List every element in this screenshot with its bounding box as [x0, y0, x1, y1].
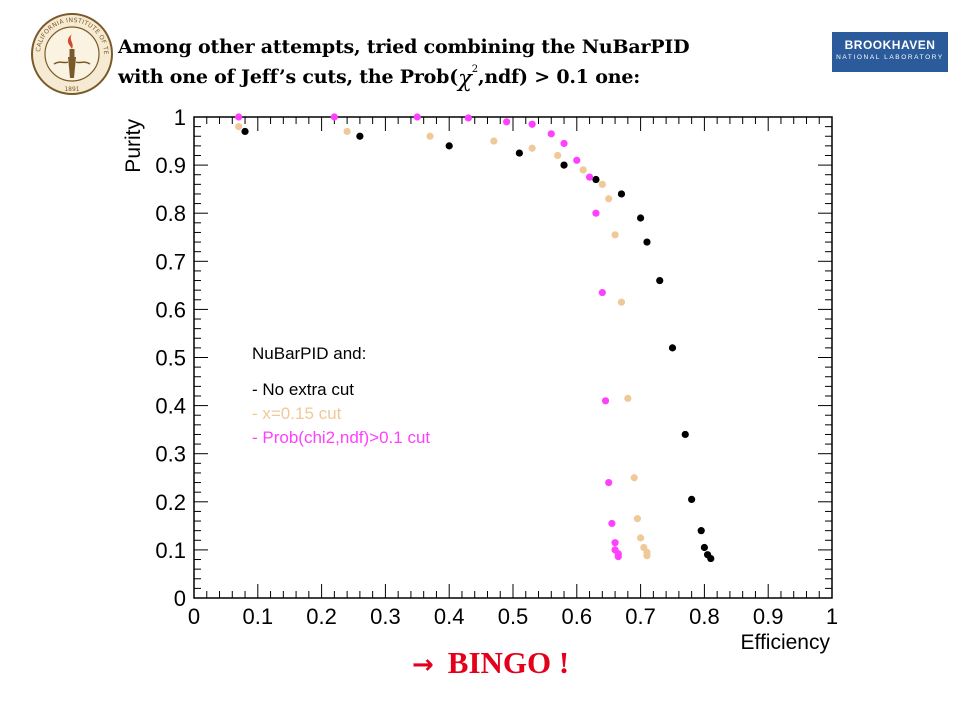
- series-2-point: [528, 144, 536, 152]
- series-3-point: [611, 539, 619, 547]
- y-tick-label: 0.8: [155, 201, 186, 226]
- series-1-point: [356, 132, 364, 140]
- series-2-point: [579, 166, 587, 174]
- x-tick-label: 0.9: [753, 604, 784, 629]
- series-3-point: [547, 130, 555, 138]
- x-tick-label: 0.7: [625, 604, 656, 629]
- legend-entry-prob-cut: - Prob(chi2,ndf)>0.1 cut: [252, 428, 431, 447]
- series-3-point: [503, 118, 511, 126]
- series-2-point: [343, 127, 351, 136]
- series-1-point: [643, 238, 651, 246]
- title-line-2-post: ,ndf) > 0.1 one:: [477, 66, 641, 88]
- title-line-2-pre: with one of Jeff’s cuts, the Prob(: [118, 66, 459, 88]
- series-3-point: [235, 113, 243, 121]
- bingo-text: BINGO !: [447, 645, 570, 680]
- y-tick-label: 0.7: [155, 249, 186, 274]
- series-1-point: [515, 149, 523, 157]
- y-tick-label: 0.3: [155, 442, 186, 467]
- y-tick-label: 0: [174, 586, 186, 611]
- series-3-point: [464, 114, 472, 122]
- series-3-point: [573, 156, 581, 164]
- slide-title: Among other attempts, tried combining th…: [118, 33, 818, 95]
- series-3-point: [605, 478, 613, 487]
- y-tick-label: 1: [174, 105, 186, 130]
- x-tick-label: 0.6: [562, 604, 593, 629]
- series-2-point: [637, 534, 645, 542]
- x-tick-label: 0.4: [434, 604, 465, 629]
- series-3-point: [598, 288, 606, 297]
- brookhaven-logo: BROOKHAVEN NATIONAL LABORATORY: [832, 32, 948, 72]
- series-1-point: [697, 527, 705, 535]
- legend-entry-x-cut: - x=0.15 cut: [252, 404, 342, 423]
- y-tick-label: 0.5: [155, 346, 186, 371]
- right-arrow-icon: →: [412, 650, 434, 680]
- caltech-logo: 1891 CALIFORNIA INSTITUTE OF TECHNOLOGY: [30, 12, 113, 95]
- series-1-point: [617, 190, 626, 198]
- series-1-point: [668, 344, 677, 352]
- brookhaven-logo-main: BROOKHAVEN: [844, 38, 936, 52]
- caltech-year: 1891: [64, 86, 79, 93]
- title-line-2: with one of Jeff’s cuts, the Prob(χ2,ndf…: [118, 62, 818, 95]
- series-3-point: [413, 113, 421, 121]
- series-2-point: [617, 298, 626, 306]
- series-3-point: [614, 553, 622, 561]
- series-2-point: [643, 552, 651, 560]
- x-axis-label: Efficiency: [741, 631, 831, 654]
- chart-legend: NuBarPID and: - No extra cut - x=0.15 cu…: [252, 344, 430, 450]
- series-1-point: [445, 142, 453, 150]
- y-tick-label: 0.9: [155, 153, 186, 178]
- series-3-point: [585, 173, 594, 181]
- brookhaven-logo-sub: NATIONAL LABORATORY: [836, 54, 944, 61]
- series-1-point: [700, 543, 709, 552]
- y-tick-label: 0.4: [155, 394, 186, 419]
- series-2-point: [605, 195, 613, 203]
- x-tick-label: 0.2: [306, 604, 337, 629]
- series-1-point: [560, 161, 568, 169]
- series-2-point: [426, 132, 434, 140]
- series-3-point: [560, 139, 568, 148]
- series-2-point: [490, 137, 498, 145]
- y-tick-label: 0.6: [155, 297, 186, 322]
- x-tick-label: 0.3: [370, 604, 401, 629]
- x-tick-label: 0: [188, 604, 200, 629]
- chi-superscript: 2: [471, 64, 478, 75]
- series-2-point: [235, 123, 243, 131]
- series-2-point: [633, 515, 642, 523]
- x-tick-label: 1: [826, 604, 838, 629]
- x-tick-label: 0.5: [498, 604, 529, 629]
- legend-entry-no-extra-cut: - No extra cut: [252, 380, 355, 399]
- series-1-point: [592, 175, 600, 184]
- series-1-point: [688, 495, 696, 503]
- x-tick-label: 0.8: [689, 604, 720, 629]
- series-1-point: [681, 430, 689, 439]
- title-line-1: Among other attempts, tried combining th…: [118, 36, 690, 58]
- x-tick-label: 0.1: [243, 604, 274, 629]
- chi-symbol: χ: [458, 66, 472, 92]
- y-tick-label: 0.1: [155, 538, 186, 563]
- series-1-point: [637, 214, 645, 222]
- series-1-point: [707, 554, 715, 563]
- series-3-point: [528, 120, 536, 128]
- series-1-point: [656, 276, 664, 285]
- series-2-point: [611, 231, 619, 239]
- series-2-point: [630, 474, 638, 482]
- series-2-point: [624, 394, 632, 402]
- series-2-point: [598, 180, 606, 188]
- series-3-point: [592, 209, 600, 217]
- series-3-point: [601, 397, 610, 405]
- series-3-point: [330, 113, 338, 121]
- series-1-point: [241, 127, 249, 136]
- series-3-point: [608, 519, 616, 528]
- series-2-point: [554, 151, 562, 160]
- y-axis-label: Purity: [122, 119, 145, 173]
- y-tick-label: 0.2: [155, 490, 186, 515]
- legend-heading: NuBarPID and:: [252, 344, 367, 363]
- bingo-callout: → BINGO !: [412, 645, 569, 681]
